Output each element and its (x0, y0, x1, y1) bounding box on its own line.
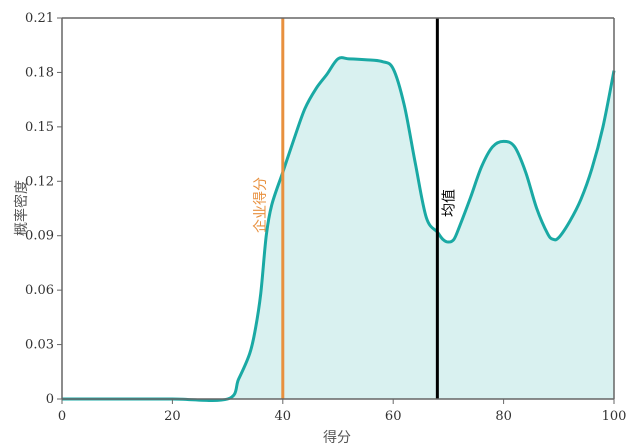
x-axis-title: 得分 (323, 429, 351, 446)
y-tick-label: 0.12 (25, 174, 54, 189)
y-tick-label: 0 (46, 392, 54, 407)
x-tick-label: 80 (495, 409, 512, 424)
x-tick-label: 20 (164, 409, 181, 424)
density-curve (61, 56, 616, 402)
y-tick-label: 0.06 (25, 283, 54, 298)
x-tick-label: 60 (385, 409, 402, 424)
y-axis-title: 概率密度 (13, 180, 30, 236)
axes: 0 0.03 0.06 0.09 0.12 0.15 0.18 0.21 0 20 40 60 80 10… (25, 11, 626, 424)
reference-line-label: 均值 (441, 189, 457, 217)
x-tick-label: 0 (58, 409, 66, 424)
x-tick-label: 40 (275, 409, 292, 424)
plot-area: 企业得分 均值 (61, 18, 616, 402)
reference-line-label: 企业得分 (252, 177, 269, 233)
x-tick-label: 100 (602, 409, 627, 424)
y-tick-label: 0.03 (25, 338, 54, 353)
y-tick-label: 0.09 (25, 229, 54, 244)
y-tick-label: 0.18 (25, 65, 54, 80)
y-tick-label: 0.21 (25, 11, 54, 26)
y-tick-label: 0.15 (25, 120, 54, 135)
density-area-fill (62, 57, 614, 401)
